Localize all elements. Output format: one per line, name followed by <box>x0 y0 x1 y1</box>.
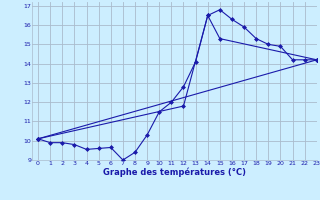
X-axis label: Graphe des températures (°C): Graphe des températures (°C) <box>103 167 246 177</box>
